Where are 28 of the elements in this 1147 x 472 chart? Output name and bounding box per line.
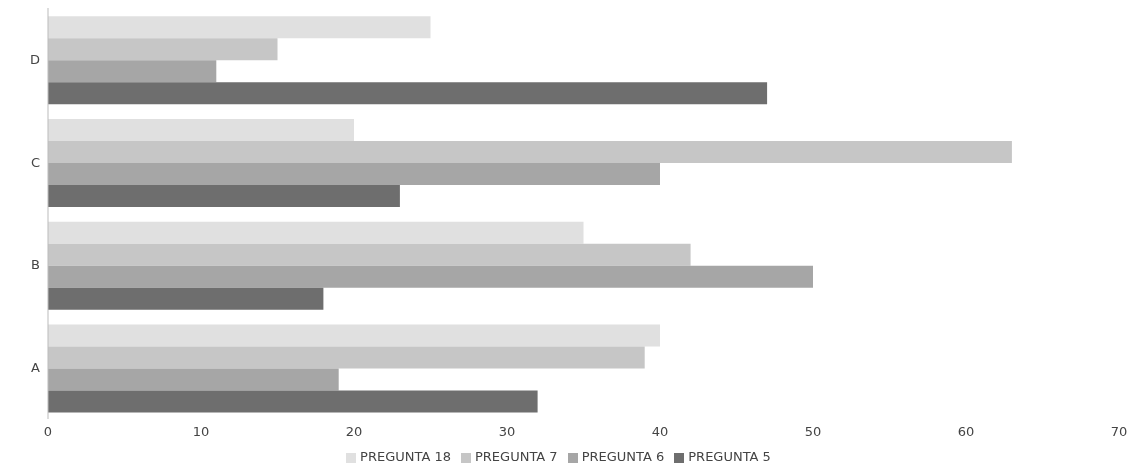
bar [48,118,354,141]
x-tick-label: 50 [804,424,822,440]
bar [48,265,813,288]
bar [48,221,584,244]
legend-label: PREGUNTA 18 [360,449,451,464]
bar [48,184,400,207]
x-tick-label: 10 [192,424,210,440]
x-tick-label: 70 [1110,424,1128,440]
bar [48,162,660,185]
y-tick-label: A [31,360,41,376]
bar [48,16,431,39]
bar [48,368,339,391]
y-tick-label: B [31,257,40,273]
x-tick-label: 30 [498,424,516,440]
legend-label: PREGUNTA 7 [474,449,558,464]
bar [48,60,217,83]
bar [48,287,324,310]
bar [48,82,768,105]
x-tick-label: 60 [957,424,975,440]
x-tick-label: 20 [345,424,363,440]
y-tick-label: D [29,51,40,67]
x-tick-label: 0 [43,424,53,440]
x-tick-label: 40 [651,424,669,440]
legend-label: PREGUNTA 6 [581,449,665,464]
bar [48,390,538,413]
bar [48,324,660,347]
legend-label: PREGUNTA 5 [688,449,771,464]
y-tick-label: C [30,154,40,170]
